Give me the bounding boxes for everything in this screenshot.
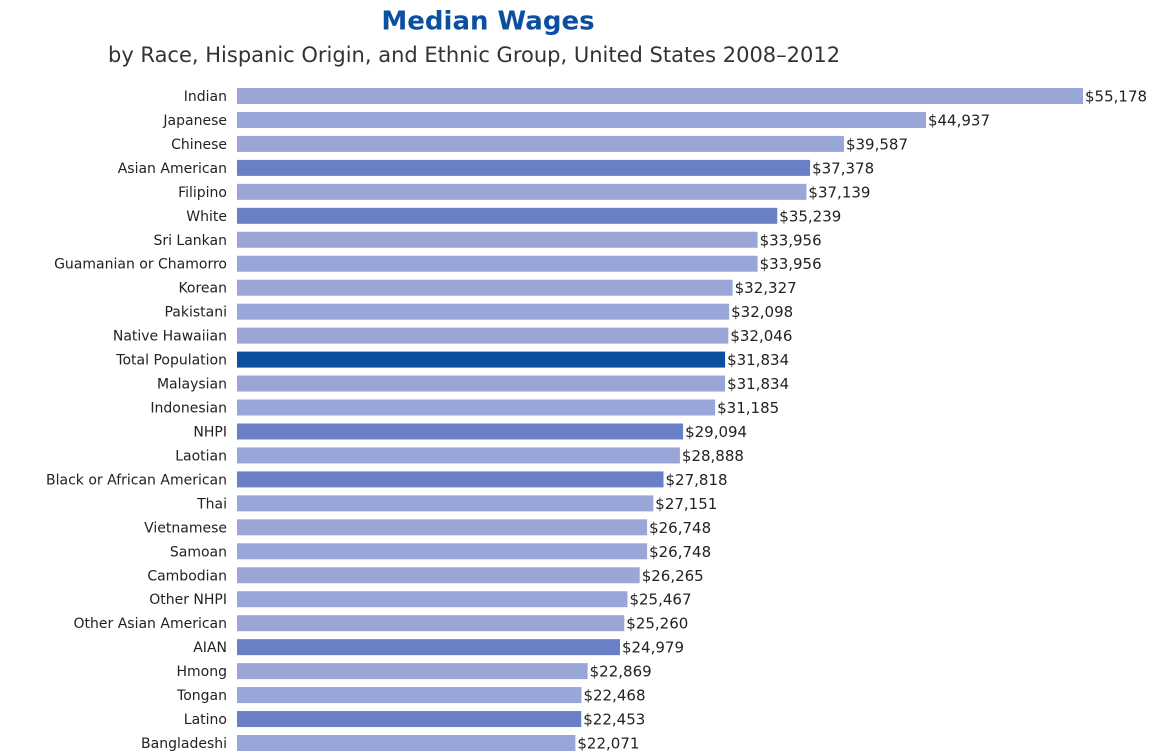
bar <box>237 255 758 272</box>
category-label: Cambodian <box>147 568 227 584</box>
category-label: Latino <box>184 712 227 728</box>
category-label: Chinese <box>171 137 227 153</box>
category-label: Total Population <box>115 353 227 369</box>
bar <box>237 591 628 608</box>
value-label: $27,151 <box>655 495 717 513</box>
value-label: $26,748 <box>649 543 711 561</box>
value-label: $31,834 <box>727 375 789 393</box>
value-label: $33,956 <box>760 255 822 273</box>
value-label: $31,185 <box>717 399 779 417</box>
bar <box>237 567 640 584</box>
chart-subtitle: by Race, Hispanic Origin, and Ethnic Gro… <box>108 43 840 67</box>
bar <box>237 663 588 680</box>
category-label: Asian American <box>118 161 227 177</box>
bar <box>237 735 576 751</box>
category-label: Native Hawaiian <box>113 329 227 345</box>
bar <box>237 375 726 392</box>
category-label: Bangladeshi <box>141 736 227 752</box>
bar <box>237 519 648 536</box>
category-label: Japanese <box>162 113 227 129</box>
category-label: Korean <box>178 281 227 297</box>
value-label: $28,888 <box>682 447 744 465</box>
value-label: $35,239 <box>779 207 841 225</box>
category-label: Filipino <box>178 185 227 201</box>
bar <box>237 687 582 704</box>
value-label: $27,818 <box>666 471 728 489</box>
category-label: Indonesian <box>150 401 227 417</box>
bar <box>237 88 1083 104</box>
value-label: $33,956 <box>760 231 822 249</box>
chart-title: Median Wages <box>381 7 594 37</box>
value-label: $55,178 <box>1085 88 1147 106</box>
bar <box>237 711 582 728</box>
category-label: Other NHPI <box>149 592 227 608</box>
bar <box>237 327 729 344</box>
value-label: $37,139 <box>808 183 870 201</box>
bar <box>237 231 758 248</box>
category-label: Laotian <box>175 448 227 464</box>
category-label: Guamanian or Chamorro <box>54 257 227 273</box>
bar <box>237 207 778 224</box>
category-label: Other Asian American <box>74 616 228 632</box>
bar <box>237 495 654 512</box>
value-label: $31,834 <box>727 351 789 369</box>
category-label: Hmong <box>177 664 228 680</box>
category-label: Sri Lankan <box>153 233 227 249</box>
value-label: $22,869 <box>590 663 652 681</box>
bar <box>237 351 726 368</box>
value-label: $32,046 <box>730 327 792 345</box>
bar <box>237 303 730 320</box>
bar <box>237 111 926 128</box>
category-label: Pakistani <box>164 305 227 321</box>
value-label: $32,327 <box>735 279 797 297</box>
bar <box>237 447 680 464</box>
category-label: White <box>186 209 227 225</box>
value-label: $22,453 <box>583 711 645 729</box>
value-label: $29,094 <box>685 423 747 441</box>
value-label: $44,937 <box>928 111 990 129</box>
category-label: Tongan <box>176 688 227 704</box>
value-label: $25,260 <box>626 615 688 633</box>
bar <box>237 639 620 656</box>
bar <box>237 615 625 632</box>
bar <box>237 183 807 200</box>
value-label: $26,748 <box>649 519 711 537</box>
category-label: Samoan <box>170 544 227 560</box>
bar <box>237 399 716 416</box>
value-label: $37,378 <box>812 159 874 177</box>
value-label: $39,587 <box>846 135 908 153</box>
value-label: $24,979 <box>622 639 684 657</box>
bar <box>237 135 844 152</box>
category-label: AIAN <box>193 640 227 656</box>
category-label: Vietnamese <box>144 520 227 536</box>
value-label: $25,467 <box>629 591 691 609</box>
category-label: Thai <box>196 496 227 512</box>
category-label: Black or African American <box>46 472 227 488</box>
value-label: $26,265 <box>642 567 704 585</box>
bar <box>237 543 648 560</box>
bar <box>237 279 733 296</box>
category-label: NHPI <box>193 424 227 440</box>
bar <box>237 471 664 488</box>
value-label: $32,098 <box>731 303 793 321</box>
value-label: $22,468 <box>583 687 645 705</box>
bar <box>237 423 684 440</box>
value-label: $22,071 <box>577 735 639 753</box>
category-label: Indian <box>184 89 227 105</box>
bar <box>237 159 811 176</box>
category-label: Malaysian <box>157 377 227 393</box>
